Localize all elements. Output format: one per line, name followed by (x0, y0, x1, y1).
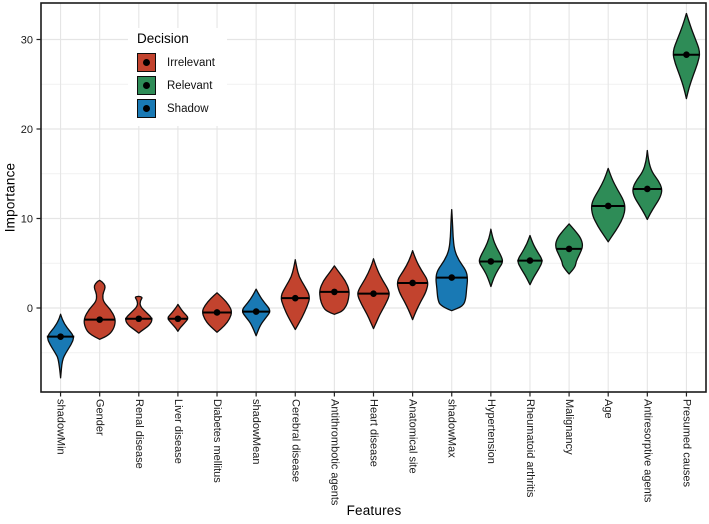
x-tick-label: Antithrombotic agents (328, 399, 340, 506)
median-dot-icon (143, 82, 150, 89)
x-tick-label: shadowMax (446, 399, 458, 458)
median-dot (96, 316, 103, 323)
x-axis-title: Features (346, 503, 402, 518)
x-tick-label: Liver disease (172, 399, 184, 464)
legend-swatch-irrelevant (137, 53, 156, 72)
violin-Cerebral disease (280, 259, 310, 331)
y-tick-label: 30 (21, 34, 33, 46)
legend-label: Relevant (167, 79, 213, 92)
median-dot-icon (143, 105, 150, 112)
y-tick-label: 10 (21, 213, 33, 225)
legend-label: Irrelevant (167, 56, 215, 69)
median-dot (448, 274, 456, 281)
median-dot (370, 290, 377, 297)
y-tick-label: 0 (27, 303, 33, 315)
legend-entry: Shadow (137, 99, 215, 118)
median-dot (526, 257, 534, 264)
violin-Renal disease (125, 295, 153, 334)
legend-swatch-relevant (137, 76, 156, 95)
legend-swatch-shadow (137, 99, 156, 118)
x-tick-label: Rheumatoid arthritis (524, 399, 536, 498)
x-tick-label: Renal disease (133, 399, 145, 469)
median-dot (409, 279, 416, 287)
x-tick-label: shadowMin (55, 399, 67, 455)
violin-Gender (83, 279, 116, 340)
median-dot (565, 245, 573, 253)
median-dot (604, 202, 612, 210)
violin-Antiresorptive agents (632, 149, 663, 221)
x-tick-label: Cerebral disease (289, 399, 301, 482)
legend-entry: Relevant (137, 76, 215, 95)
violin-shadowMax (435, 208, 469, 312)
legend-entry: Irrelevant (137, 53, 215, 72)
median-dot (331, 288, 338, 296)
x-tick-label: Antiresorptive agents (641, 399, 653, 503)
median-dot (683, 51, 690, 59)
legend-title: Decision (137, 31, 189, 46)
violin-shadowMin (47, 313, 74, 379)
x-tick-label: Hypertension (485, 399, 497, 464)
median-dot (213, 309, 221, 316)
median-dot (644, 185, 651, 193)
x-tick-label: Age (602, 399, 614, 419)
y-tick-label: 20 (21, 124, 33, 136)
median-dot (291, 294, 299, 302)
median-dot (252, 308, 260, 315)
violin-Hypertension (478, 228, 504, 288)
median-dot-icon (143, 59, 150, 66)
median-dot (135, 315, 143, 323)
median-dot (174, 315, 182, 323)
legend-label: Shadow (167, 102, 209, 115)
legend: Decision Irrelevant Relevant Shadow (128, 28, 227, 126)
x-tick-label: Heart disease (368, 399, 380, 467)
x-tick-label: Presumed causes (680, 399, 692, 488)
x-tick-label: Malignancy (563, 399, 575, 455)
y-axis-title: Importance (2, 162, 18, 233)
x-tick-label: shadowMean (250, 399, 262, 464)
x-tick-label: Diabetes mellitus (211, 399, 223, 483)
median-dot (57, 333, 64, 340)
median-dot (487, 258, 495, 265)
x-tick-label: Gender (94, 399, 106, 436)
x-tick-label: Anatomical site (407, 399, 419, 474)
